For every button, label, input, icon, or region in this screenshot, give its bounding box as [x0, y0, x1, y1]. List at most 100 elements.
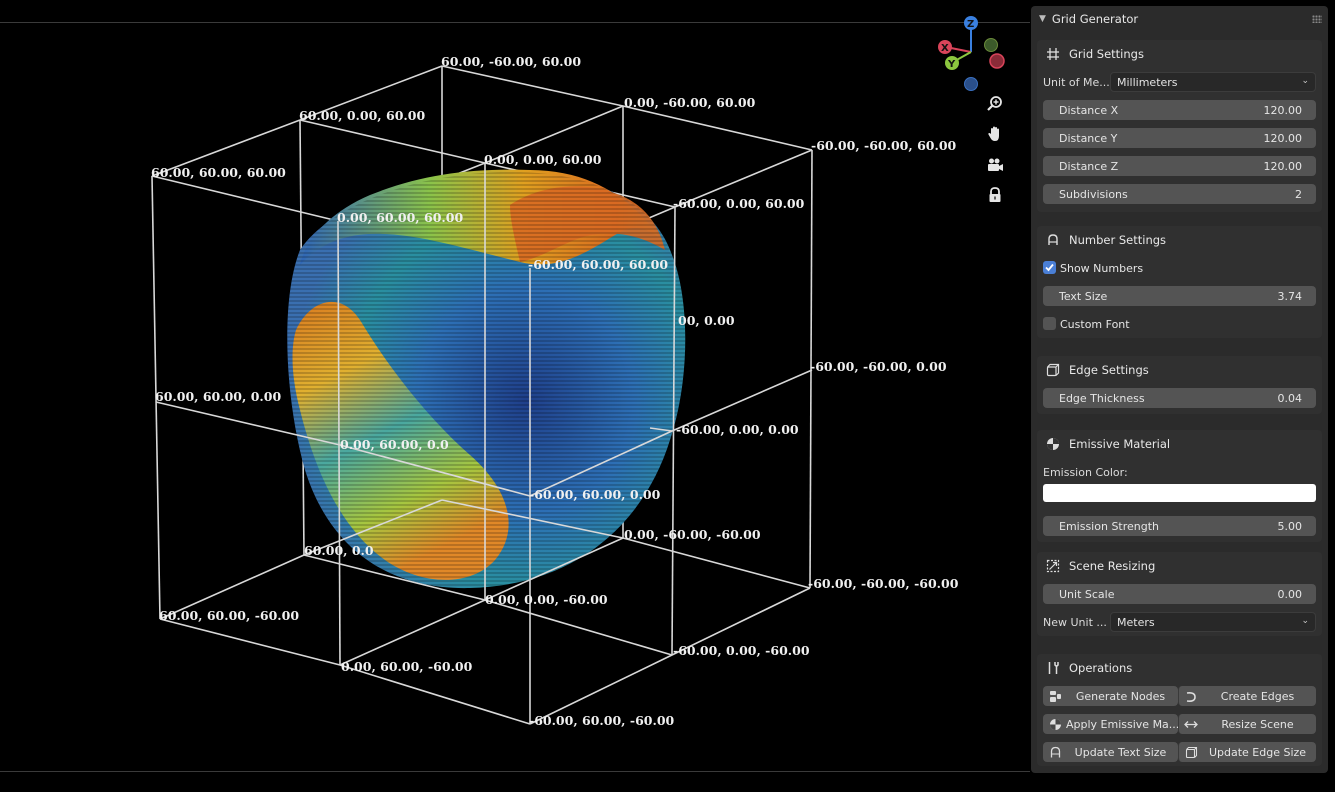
- chevron-down-icon: ⌄: [1301, 76, 1309, 86]
- gizmo-neg-x-axis[interactable]: [989, 53, 1005, 69]
- create-edges-button[interactable]: Create Edges: [1178, 686, 1316, 706]
- emission-color-label-row: Emission Color:: [1043, 462, 1316, 482]
- new-unit-value: Meters: [1117, 615, 1155, 629]
- horizontal-arrows-icon: [1183, 716, 1199, 732]
- number-settings-section: Number Settings Show Numbers Text Size 3…: [1037, 226, 1322, 338]
- custom-font-checkbox[interactable]: [1043, 317, 1056, 330]
- text-icon: [1047, 744, 1063, 760]
- nodes-icon: [1047, 688, 1063, 704]
- panel-title: Grid Generator: [1051, 12, 1139, 26]
- coord-label: -60.00, 0.00, 0.00: [676, 422, 799, 437]
- unit-scale-row: Unit Scale 0.00: [1043, 584, 1316, 604]
- operations-title: Operations: [1069, 661, 1133, 675]
- camera-view-tool[interactable]: [986, 156, 1012, 182]
- emission-strength-field[interactable]: Emission Strength 5.00: [1043, 516, 1316, 536]
- viewport-header-divider: [0, 22, 1030, 23]
- show-numbers-checkbox[interactable]: [1043, 261, 1056, 274]
- drag-grip-icon[interactable]: [1312, 15, 1322, 23]
- resize-scene-label: Resize Scene: [1221, 717, 1294, 731]
- edge-thickness-field[interactable]: Edge Thickness 0.04: [1043, 388, 1316, 408]
- scene-resizing-title: Scene Resizing: [1069, 559, 1156, 573]
- edge-thickness-value: 0.04: [1277, 391, 1303, 405]
- text-size-field[interactable]: Text Size 3.74: [1043, 286, 1316, 306]
- chevron-down-icon: ▼: [1039, 14, 1046, 24]
- text-size-value: 3.74: [1277, 289, 1303, 303]
- distance-z-value: 120.00: [1263, 159, 1303, 173]
- gizmo-neg-z-axis[interactable]: [964, 77, 978, 91]
- coord-label: 0.00, -60.00, 60.00: [624, 95, 756, 110]
- coord-label: 00, 0.00: [678, 313, 735, 328]
- emissive-material-header[interactable]: Emissive Material: [1037, 430, 1322, 458]
- subdivisions-label: Subdivisions: [1059, 187, 1128, 201]
- coord-label: -60.00, -60.00, 60.00: [811, 138, 957, 153]
- operations-row-2: Apply Emissive Ma... Resize Scene: [1043, 714, 1316, 734]
- distance-y-value: 120.00: [1263, 131, 1303, 145]
- operations-header[interactable]: Operations: [1037, 654, 1322, 682]
- resize-scene-button[interactable]: Resize Scene: [1178, 714, 1316, 734]
- new-unit-row: New Unit ... Meters ⌄: [1043, 612, 1316, 632]
- new-unit-dropdown[interactable]: Meters ⌄: [1110, 612, 1316, 632]
- emission-color-swatch[interactable]: [1043, 484, 1316, 502]
- coord-label: 0.00, 0.00, 60.00: [484, 152, 602, 167]
- distance-y-field[interactable]: Distance Y 120.00: [1043, 128, 1316, 148]
- coord-label: 0.00, 60.00, 0.0: [340, 437, 449, 452]
- tools-icon: [1045, 660, 1061, 676]
- lock-camera-tool[interactable]: [986, 186, 1012, 212]
- distance-z-field[interactable]: Distance Z 120.00: [1043, 156, 1316, 176]
- distance-z-row: Distance Z 120.00: [1043, 156, 1316, 176]
- camera-icon: [988, 158, 1003, 171]
- navigation-gizmo[interactable]: Z X Y: [938, 16, 1005, 91]
- unit-scale-label: Unit Scale: [1059, 587, 1115, 601]
- operations-section: Operations Generate Nodes Create Edges: [1037, 654, 1322, 766]
- viewport-footer-divider: [0, 771, 1030, 772]
- gizmo-x-axis[interactable]: [938, 40, 952, 54]
- operations-row-1: Generate Nodes Create Edges: [1043, 686, 1316, 706]
- zoom-tool[interactable]: [986, 95, 1012, 121]
- scene-resizing-header[interactable]: Scene Resizing: [1037, 552, 1322, 580]
- emission-color-row: [1043, 484, 1316, 502]
- edge-thickness-row: Edge Thickness 0.04: [1043, 388, 1316, 408]
- lock-icon: [989, 187, 1001, 202]
- material-icon: [1047, 716, 1063, 732]
- update-edge-size-button[interactable]: Update Edge Size: [1178, 742, 1316, 762]
- pan-tool[interactable]: [986, 125, 1012, 151]
- subdivisions-field[interactable]: Subdivisions 2: [1043, 184, 1316, 204]
- custom-font-label: Custom Font: [1060, 317, 1130, 331]
- apply-emissive-button[interactable]: Apply Emissive Ma...: [1043, 714, 1178, 734]
- gizmo-neg-y-axis[interactable]: [984, 38, 998, 52]
- gizmo-z-axis[interactable]: [964, 16, 978, 30]
- unit-scale-value: 0.00: [1277, 587, 1303, 601]
- emissive-material-section: Emissive Material Emission Color: Emissi…: [1037, 430, 1322, 542]
- coord-label: -60.00, -60.00, -60.00: [808, 576, 959, 591]
- coord-label: 60.00, 0.0: [304, 543, 374, 558]
- unit-of-measure-dropdown[interactable]: Millimeters ⌄: [1110, 72, 1316, 92]
- coord-label: 60.00, 60.00, -60.00: [159, 608, 299, 623]
- distance-x-field[interactable]: Distance X 120.00: [1043, 100, 1316, 120]
- coord-label: -60.00, -60.00, 0.00: [810, 359, 947, 374]
- coord-label: -60.00, 60.00, -60.00: [529, 713, 675, 728]
- unit-scale-field[interactable]: Unit Scale 0.00: [1043, 584, 1316, 604]
- new-unit-label: New Unit ...: [1043, 615, 1107, 629]
- distance-y-label: Distance Y: [1059, 131, 1118, 145]
- generate-nodes-button[interactable]: Generate Nodes: [1043, 686, 1178, 706]
- scene-canvas[interactable]: 60.00, -60.00, 60.00 60.00, 0.00, 60.00 …: [0, 0, 1030, 792]
- chevron-down-icon: ⌄: [1301, 616, 1309, 626]
- gizmo-y-label: Y: [947, 59, 956, 70]
- gizmo-z-label: Z: [967, 19, 974, 30]
- hand-icon: [988, 126, 999, 141]
- edge-settings-header[interactable]: Edge Settings: [1037, 356, 1322, 384]
- panel-header[interactable]: ▼ Grid Generator: [1031, 6, 1328, 32]
- grid-settings-header[interactable]: Grid Settings: [1037, 40, 1322, 68]
- distance-z-label: Distance Z: [1059, 159, 1119, 173]
- coord-label: 0.00, 0.00, -60.00: [485, 592, 608, 607]
- number-settings-header[interactable]: Number Settings: [1037, 226, 1322, 254]
- text-size-label: Text Size: [1059, 289, 1108, 303]
- gizmo-y-axis[interactable]: [945, 56, 959, 70]
- apply-emissive-label: Apply Emissive Ma...: [1066, 717, 1178, 731]
- update-text-size-button[interactable]: Update Text Size: [1043, 742, 1178, 762]
- gizmo-x-label: X: [941, 43, 949, 54]
- grid-settings-section: Grid Settings Unit of Me... Millimeters …: [1037, 40, 1322, 212]
- grid-settings-title: Grid Settings: [1069, 47, 1144, 61]
- text-icon: [1045, 232, 1061, 248]
- coord-label: -60.00, 0.00, 60.00: [673, 196, 805, 211]
